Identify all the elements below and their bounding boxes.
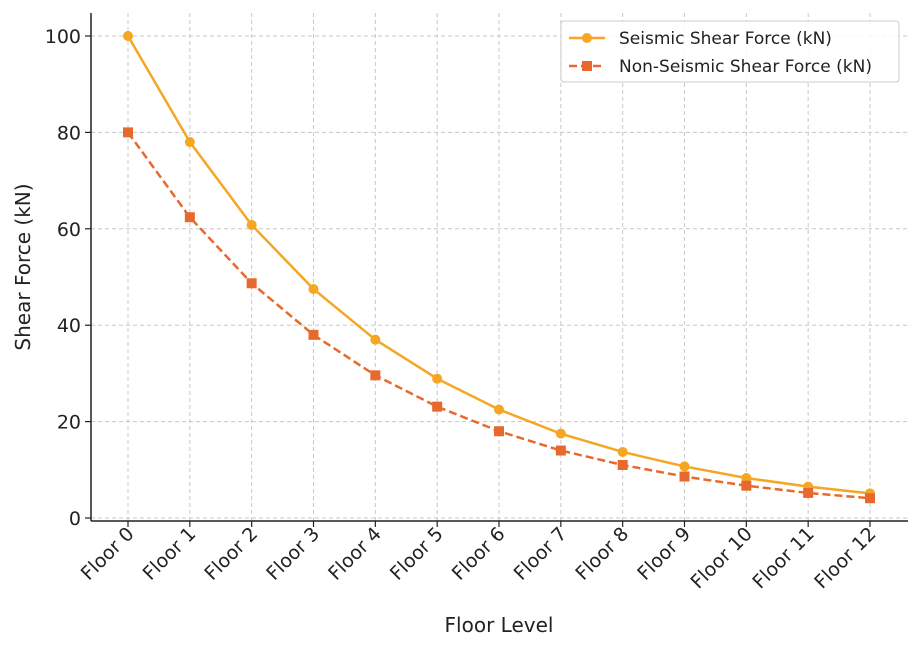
legend-marker xyxy=(582,61,592,71)
data-point xyxy=(123,31,133,41)
x-tick-label: Floor 5 xyxy=(386,523,448,585)
data-point xyxy=(184,212,195,223)
data-point xyxy=(617,446,628,457)
y-tick-label: 100 xyxy=(45,26,81,48)
x-tick-label: Floor 11 xyxy=(748,523,818,593)
legend-marker xyxy=(582,33,592,43)
y-tick-label: 60 xyxy=(57,219,81,241)
data-point xyxy=(432,401,443,412)
x-tick-label: Floor 7 xyxy=(510,523,572,585)
x-tick-label: Floor 4 xyxy=(324,523,386,585)
y-axis-title: Shear Force (kN) xyxy=(11,183,35,350)
x-tick-label: Floor 10 xyxy=(687,523,757,593)
data-point xyxy=(370,370,381,381)
series-2 xyxy=(123,127,875,504)
legend-label: Non-Seismic Shear Force (kN) xyxy=(619,57,872,77)
x-tick-label: Floor 0 xyxy=(77,523,139,585)
data-point xyxy=(741,480,752,491)
data-point xyxy=(617,459,628,470)
data-point xyxy=(741,472,752,483)
data-point xyxy=(370,334,381,345)
y-tick-label: 80 xyxy=(57,122,81,144)
data-point xyxy=(123,127,133,138)
data-point xyxy=(308,329,319,340)
y-tick-label: 20 xyxy=(57,412,81,434)
legend: Seismic Shear Force (kN) Non-Seismic Shea… xyxy=(560,20,900,83)
x-tick-label: Floor 6 xyxy=(448,523,510,585)
x-axis-title: Floor Level xyxy=(445,613,554,637)
x-tick-label: Floor 12 xyxy=(810,523,880,593)
x-tick-label: Floor 2 xyxy=(200,523,262,585)
data-point xyxy=(555,445,566,456)
data-point xyxy=(246,219,257,230)
x-tick-label: Floor 3 xyxy=(262,523,324,585)
data-point xyxy=(246,278,257,289)
data-point xyxy=(432,373,443,384)
data-point xyxy=(308,284,319,295)
ticks: 0 20 40 60 80 100 Floor 0 Floor 1 Floor 2 Floor 3… xyxy=(45,26,881,593)
data-point xyxy=(803,487,814,498)
legend-box xyxy=(560,20,900,83)
series-layer xyxy=(123,31,875,504)
y-tick-label: 40 xyxy=(57,315,81,337)
x-tick-label: Floor 9 xyxy=(633,523,695,585)
data-point xyxy=(184,137,195,148)
data-point xyxy=(494,404,504,415)
data-point xyxy=(555,428,566,439)
data-point xyxy=(494,426,504,437)
data-point xyxy=(865,493,875,504)
x-tick-label: Floor 1 xyxy=(139,523,201,585)
x-tick-label: Floor 8 xyxy=(571,523,633,585)
data-point xyxy=(679,461,690,472)
y-tick-label: 0 xyxy=(69,508,81,530)
grid xyxy=(91,13,908,521)
data-point xyxy=(679,471,690,482)
legend-label: Seismic Shear Force (kN) xyxy=(619,29,832,49)
